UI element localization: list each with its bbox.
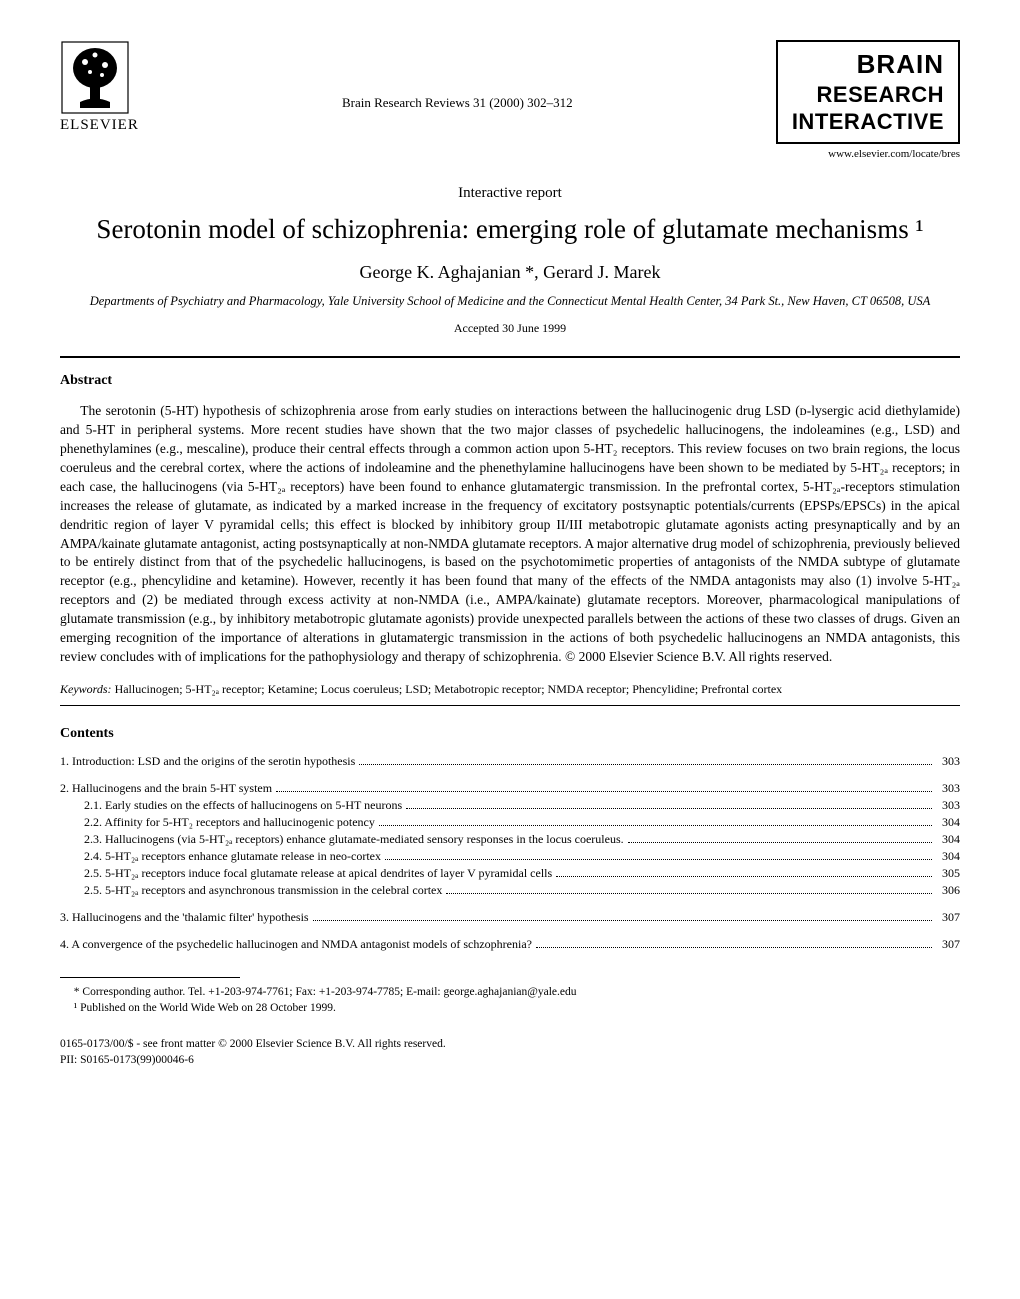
toc-entry-page: 307 [936, 910, 960, 925]
keywords-label: Keywords: [60, 682, 112, 696]
toc-dots [536, 946, 932, 948]
toc-dots [446, 892, 932, 894]
toc-dots [628, 841, 932, 843]
toc-entry: 4. A convergence of the psychedelic hall… [60, 937, 960, 952]
toc-entry-page: 303 [936, 781, 960, 796]
toc-entry-page: 306 [936, 883, 960, 898]
keywords-line: Keywords: Hallucinogen; 5-HT₂ₐ receptor;… [60, 682, 960, 697]
journal-line-2: RESEARCH [792, 81, 944, 109]
toc-entry-label: 2.2. Affinity for 5-HT₂ receptors and ha… [84, 815, 375, 830]
footnote-rule [60, 977, 240, 978]
toc-dots [276, 790, 932, 792]
toc-entry: 2.4. 5-HT₂ₐ receptors enhance glutamate … [60, 849, 960, 864]
website-url: www.elsevier.com/locate/bres [776, 148, 960, 160]
published-footnote: ¹ Published on the World Wide Web on 28 … [60, 1000, 960, 1016]
toc-entry-label: 4. A convergence of the psychedelic hall… [60, 937, 532, 952]
page-header: ELSEVIER Brain Research Reviews 31 (2000… [60, 40, 960, 160]
contents-heading: Contents [60, 726, 960, 742]
toc-entry: 2. Hallucinogens and the brain 5-HT syst… [60, 781, 960, 796]
toc-entry: 1. Introduction: LSD and the origins of … [60, 754, 960, 769]
toc-entry-label: 2.3. Hallucinogens (via 5-HT₂ₐ receptors… [84, 832, 624, 847]
toc-dots [385, 858, 932, 860]
journal-box-container: BRAIN RESEARCH INTERACTIVE www.elsevier.… [776, 40, 960, 160]
toc-entry: 2.3. Hallucinogens (via 5-HT₂ₐ receptors… [60, 832, 960, 847]
divider [60, 356, 960, 358]
toc-entry: 3. Hallucinogens and the 'thalamic filte… [60, 910, 960, 925]
toc-entry-label: 1. Introduction: LSD and the origins of … [60, 754, 355, 769]
publisher-name: ELSEVIER [60, 117, 139, 134]
toc-entry-page: 304 [936, 815, 960, 830]
journal-reference: Brain Research Reviews 31 (2000) 302–312 [342, 95, 573, 111]
toc-entry-label: 2.5. 5-HT₂ₐ receptors and asynchronous t… [84, 883, 442, 898]
toc-entry-page: 304 [936, 832, 960, 847]
divider [60, 705, 960, 706]
bottom-info: 0165-0173/00/$ - see front matter © 2000… [60, 1036, 960, 1068]
toc-dots [556, 875, 932, 877]
pii-line: PII: S0165-0173(99)00046-6 [60, 1052, 960, 1068]
journal-line-3: INTERACTIVE [792, 108, 944, 136]
copyright-line: 0165-0173/00/$ - see front matter © 2000… [60, 1036, 960, 1052]
toc-entry-label: 3. Hallucinogens and the 'thalamic filte… [60, 910, 309, 925]
toc-entry-page: 307 [936, 937, 960, 952]
toc-entry-page: 304 [936, 849, 960, 864]
toc-entry: 2.1. Early studies on the effects of hal… [60, 798, 960, 813]
journal-line-1: BRAIN [792, 48, 944, 81]
toc-entry-label: 2.5. 5-HT₂ₐ receptors induce focal gluta… [84, 866, 552, 881]
toc-entry-page: 305 [936, 866, 960, 881]
article-title: Serotonin model of schizophrenia: emergi… [60, 212, 960, 247]
toc-dots [406, 807, 932, 809]
accepted-date: Accepted 30 June 1999 [60, 321, 960, 336]
toc-entry: 2.5. 5-HT₂ₐ receptors induce focal gluta… [60, 866, 960, 881]
toc-entry-label: 2.4. 5-HT₂ₐ receptors enhance glutamate … [84, 849, 381, 864]
toc-entry: 2.2. Affinity for 5-HT₂ receptors and ha… [60, 815, 960, 830]
abstract-text: The serotonin (5-HT) hypothesis of schiz… [60, 402, 960, 666]
page-container: ELSEVIER Brain Research Reviews 31 (2000… [0, 0, 1020, 1098]
toc-dots [359, 763, 932, 765]
toc-dots [379, 824, 932, 826]
abstract-heading: Abstract [60, 373, 960, 389]
publisher-logo: ELSEVIER [60, 40, 139, 134]
journal-title-box: BRAIN RESEARCH INTERACTIVE [776, 40, 960, 144]
table-of-contents: 1. Introduction: LSD and the origins of … [60, 754, 960, 952]
toc-entry-page: 303 [936, 798, 960, 813]
corresponding-author-footnote: * Corresponding author. Tel. +1-203-974-… [60, 984, 960, 1000]
keywords-text: Hallucinogen; 5-HT₂ₐ receptor; Ketamine;… [115, 682, 783, 696]
toc-entry-label: 2. Hallucinogens and the brain 5-HT syst… [60, 781, 272, 796]
toc-entry: 2.5. 5-HT₂ₐ receptors and asynchronous t… [60, 883, 960, 898]
toc-dots [313, 919, 932, 921]
elsevier-tree-icon [60, 40, 130, 115]
toc-entry-page: 303 [936, 754, 960, 769]
article-authors: George K. Aghajanian *, Gerard J. Marek [60, 262, 960, 283]
toc-entry-label: 2.1. Early studies on the effects of hal… [84, 798, 402, 813]
article-type: Interactive report [60, 185, 960, 202]
article-affiliation: Departments of Psychiatry and Pharmacolo… [60, 293, 960, 309]
